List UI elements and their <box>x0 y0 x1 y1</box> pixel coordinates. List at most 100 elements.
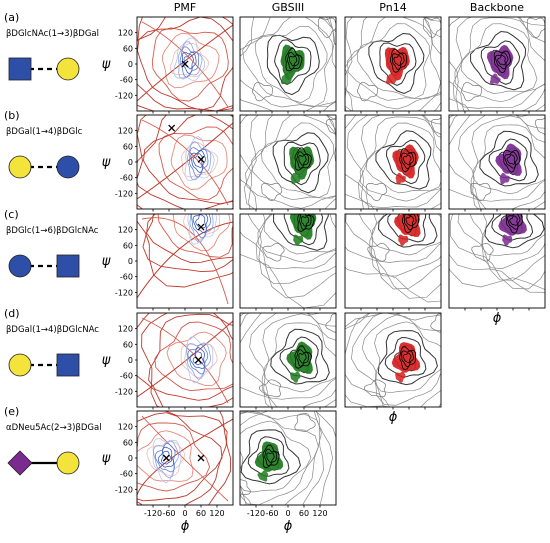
density-contour <box>255 25 328 104</box>
y-tick-label: -60 <box>120 174 133 183</box>
density-contour-core <box>298 353 307 364</box>
density-contour <box>240 115 336 209</box>
pmf-contour-high <box>146 440 186 477</box>
density-contour <box>240 17 336 108</box>
monosaccharide-circle <box>8 254 32 278</box>
density-contour-core <box>503 149 521 173</box>
density-contour-core <box>495 52 509 70</box>
monosaccharide-diamond <box>7 450 33 476</box>
density-contour-core <box>389 48 407 73</box>
density-contour <box>367 242 390 262</box>
density-contour <box>240 420 312 493</box>
density-contour-core <box>301 216 310 227</box>
density-contour-core <box>493 50 511 74</box>
y-axis-label: ψ <box>102 353 111 368</box>
linkage-label: βDGal(1→4)βDGlcNAc <box>6 325 99 335</box>
pmf-contour-low <box>190 150 206 174</box>
density-contour-core <box>296 151 309 169</box>
x-tick-label: -60 <box>162 509 175 518</box>
pmf-contour-low <box>184 136 215 181</box>
panel-backbone <box>448 213 546 311</box>
density-contour <box>247 214 336 285</box>
minimum-marker <box>197 155 205 163</box>
density-contour <box>240 313 336 407</box>
monosaccharide-square <box>56 353 80 377</box>
density-contour-core <box>401 214 419 234</box>
monosaccharide-circle <box>8 155 32 179</box>
density-contour <box>249 313 336 407</box>
y-tick-label: -120 <box>115 485 133 494</box>
pmf-contour-high <box>158 126 233 201</box>
density-contour-core <box>405 215 415 227</box>
panel-label: (e) <box>4 405 19 418</box>
y-tick-label: 0 <box>128 257 133 266</box>
sampling-region-backbone <box>490 73 501 85</box>
density-contour-core <box>509 215 518 226</box>
monosaccharide-square <box>56 254 80 278</box>
x-tick-label: -120 <box>144 509 162 518</box>
pmf-contour-high <box>148 313 233 401</box>
pmf-contour-high <box>137 430 194 482</box>
density-contour <box>471 242 494 262</box>
density-contour <box>325 313 336 333</box>
density-contour <box>469 214 545 269</box>
y-tick-label: 120 <box>118 226 133 235</box>
minimum-marker <box>168 124 176 132</box>
density-contour <box>240 17 336 111</box>
pmf-contour-high <box>180 142 219 178</box>
panel-pn14 <box>344 312 442 410</box>
density-contour-core <box>289 55 298 67</box>
density-contour <box>258 379 281 398</box>
y-tick-label: -60 <box>120 273 133 282</box>
density-contour <box>470 182 492 202</box>
sampling-region-pn14 <box>398 234 409 246</box>
y-axis-label: ψ <box>102 57 111 72</box>
x-tick-label: 0 <box>182 509 187 518</box>
density-contour-core <box>399 346 417 371</box>
minimum-marker <box>162 454 170 462</box>
density-contour <box>358 115 441 209</box>
x-axis-label: ϕ <box>389 410 398 425</box>
density-contour <box>240 413 319 505</box>
y-tick-label: -120 <box>115 189 133 198</box>
density-contour-core <box>497 54 506 66</box>
panel-gbsiii <box>239 16 337 114</box>
column-title-pn14: Pn14 <box>379 1 406 14</box>
density-contour <box>247 436 290 477</box>
pmf-contour-high <box>166 331 227 387</box>
density-contour-core <box>286 52 300 70</box>
density-contour-core <box>393 55 403 67</box>
sampling-region-gbsiii <box>293 234 304 246</box>
density-contour <box>356 23 430 99</box>
pmf-contour-high <box>161 32 220 89</box>
density-contour <box>481 214 545 257</box>
density-contour <box>345 17 441 111</box>
y-tick-label: -60 <box>120 372 133 381</box>
glycan-cartoon <box>8 57 80 81</box>
pmf-ridge <box>141 217 229 305</box>
row-1: (b) βDGal(1→4)βDGlc ψ 120 60 0 -60 -120 <box>4 109 546 212</box>
pmf-ridge <box>137 122 233 200</box>
pmf-ridge <box>141 317 229 404</box>
density-contour <box>274 39 312 85</box>
density-contour <box>359 116 441 202</box>
y-axis-label: ψ <box>102 451 111 466</box>
density-contour-core <box>285 48 303 72</box>
density-contour <box>377 214 438 248</box>
pmf-contour-low <box>192 214 209 234</box>
density-contour <box>262 242 285 262</box>
density-contour <box>283 214 324 246</box>
panel-gbsiii <box>239 213 337 311</box>
pmf-contour-high <box>146 214 233 263</box>
linkage-label: βDGlc(1→6)βDGlcNAc <box>6 226 99 236</box>
pmf-ridge <box>137 221 233 299</box>
density-contour-core <box>297 214 315 232</box>
pmf-contour-high <box>154 321 233 392</box>
density-contour <box>375 130 432 190</box>
x-tick-label: -120 <box>247 509 265 518</box>
sampling-region-gbsiii <box>289 214 317 240</box>
y-axis-label: ψ <box>102 155 111 170</box>
density-contour <box>261 313 336 400</box>
panel-gbsiii <box>239 114 337 212</box>
panel-backbone <box>448 16 546 114</box>
